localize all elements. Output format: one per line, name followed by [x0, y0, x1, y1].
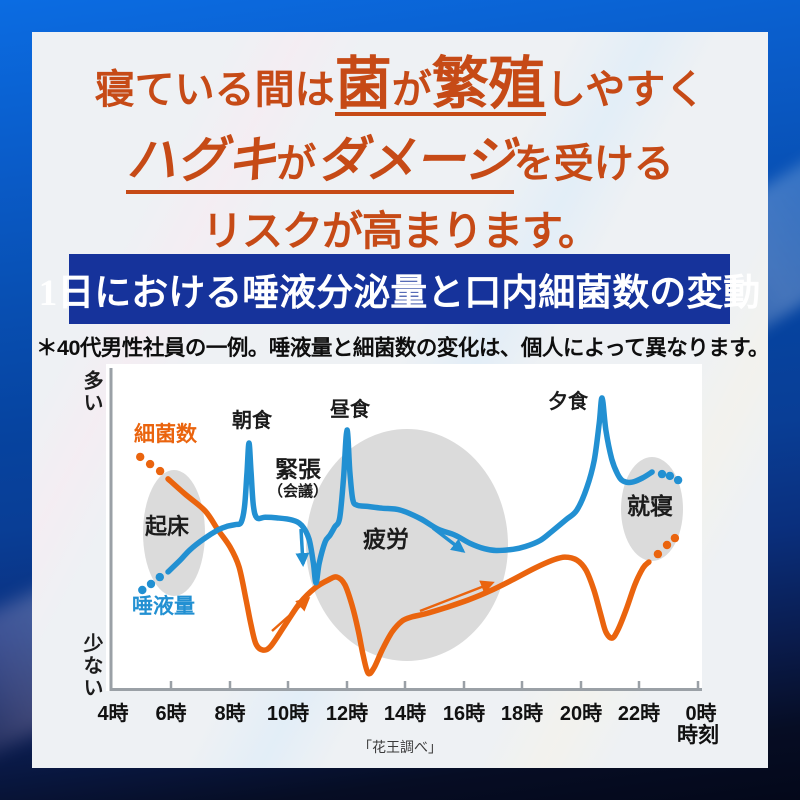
- headline-line3: リスクが高まります。: [202, 208, 599, 254]
- highlight-ellipse-wake: [143, 470, 205, 596]
- x-tick-12: 12時: [325, 703, 369, 725]
- bacteria-dot: [136, 452, 145, 462]
- x-tick-16: 16時: [442, 703, 486, 725]
- headline-line2-em1: ハグキ: [126, 132, 277, 188]
- annotation-meeting: （会議）: [268, 483, 329, 500]
- source-caption: 「花王調べ」: [358, 739, 442, 755]
- axes: [109, 368, 702, 691]
- x-tick-8: 8時: [214, 703, 246, 725]
- bacteria-dot: [145, 459, 155, 469]
- annotation-tension: 緊張: [275, 456, 321, 482]
- y-axis-bottom-label: 少ない: [80, 633, 102, 699]
- x-tick-0: 0時: [685, 703, 717, 725]
- headline-line1-post: しやすく: [545, 67, 706, 112]
- x-tick-4: 4時: [97, 703, 129, 725]
- arrow-tension-drop: [295, 528, 310, 567]
- headline-line1-em2: 繁殖: [431, 53, 546, 116]
- disclaimer-note: ＊40代男性社員の一例。唾液量と細菌数の変化は、個人によって異なります。: [36, 336, 770, 360]
- bacteria-dot: [653, 549, 663, 559]
- saliva-dot: [657, 469, 667, 479]
- bacteria-dot: [662, 540, 672, 550]
- saliva-dot: [138, 585, 147, 595]
- section-title-banner: 1日における唾液分泌量と口内細菌数の変動: [39, 254, 760, 324]
- annotation-dinner: 夕食: [548, 391, 588, 413]
- headline-line1: 寝ている間は菌が繁殖しやすく: [32, 56, 768, 116]
- headline-line2-post: を受ける: [513, 141, 674, 186]
- headline-line2-em2: ダメージ: [316, 132, 514, 188]
- arrow-fatigue-decline: [431, 526, 466, 553]
- saliva-line: [165, 395, 655, 586]
- headline-line2-underlined: ハグキがダメージ: [126, 135, 514, 194]
- bacteria-line: [165, 476, 652, 677]
- headline-line1-underlined: 菌が繁殖: [334, 56, 546, 116]
- axis-ticks: [169, 681, 700, 690]
- x-tick-14: 14時: [383, 703, 427, 725]
- legend-bacteria: 細菌数: [134, 423, 197, 446]
- section-title: 1日における唾液分泌量と口内細菌数の変動: [38, 273, 761, 314]
- annotation-sleep: 就寝: [627, 493, 673, 519]
- saliva-dot: [155, 572, 164, 582]
- x-tick-10: 10時: [266, 703, 310, 725]
- annotation-lunch: 昼食: [330, 399, 370, 421]
- bacteria-dot: [155, 466, 165, 476]
- y-axis-top-label: 多い: [80, 370, 102, 414]
- x-tick-18: 18時: [500, 703, 544, 725]
- saliva-dot: [665, 471, 675, 481]
- saliva-end-dots: [657, 469, 683, 485]
- bacteria-dot: [670, 533, 680, 543]
- x-tick-20: 20時: [559, 703, 603, 725]
- legend-saliva: 唾液量: [132, 595, 195, 618]
- annotation-wake: 起床: [145, 514, 190, 539]
- bacteria-end-dots: [653, 533, 680, 559]
- headline: 寝ている間は菌が繁殖しやすく ハグキがダメージを受ける リスクが高まります。: [32, 56, 768, 252]
- headline-line1-mid: が: [391, 67, 432, 112]
- bacteria-start-dots: [136, 452, 165, 476]
- x-axis-label: 時刻: [677, 724, 719, 747]
- headline-line1-em1: 菌: [334, 53, 392, 116]
- annotation-breakfast: 朝食: [232, 410, 272, 432]
- saliva-dot: [146, 579, 156, 589]
- arrow-bacteria-afternoon-rise: [419, 580, 495, 613]
- saliva-start-dots: [138, 572, 164, 595]
- headline-line2-mid: が: [276, 141, 317, 186]
- arrow-bacteria-morning-rise: [271, 597, 311, 632]
- headline-line2: ハグキがダメージを受ける: [32, 135, 768, 194]
- x-tick-22: 22時: [617, 703, 661, 725]
- saliva-dot: [673, 475, 683, 485]
- headline-line1-pre: 寝ている間は: [94, 67, 335, 112]
- x-tick-6: 6時: [155, 703, 187, 725]
- annotation-fatigue: 疲労: [363, 526, 409, 552]
